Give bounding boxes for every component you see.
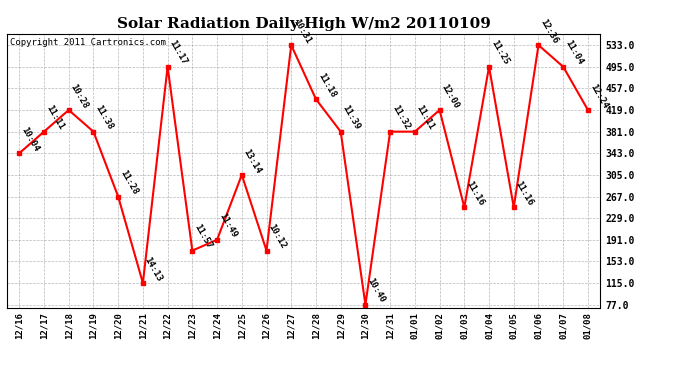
Text: Copyright 2011 Cartronics.com: Copyright 2011 Cartronics.com [10, 38, 166, 47]
Text: 11:49: 11:49 [217, 212, 238, 240]
Text: 11:57: 11:57 [193, 223, 214, 251]
Text: 11:16: 11:16 [464, 180, 486, 207]
Text: 11:18: 11:18 [316, 71, 337, 99]
Text: 11:11: 11:11 [415, 104, 436, 132]
Text: 10:04: 10:04 [19, 126, 41, 153]
Text: 12:24: 12:24 [588, 82, 609, 110]
Text: 10:28: 10:28 [69, 82, 90, 110]
Text: 12:00: 12:00 [440, 82, 461, 110]
Text: 11:32: 11:32 [390, 104, 411, 132]
Text: 12:36: 12:36 [538, 17, 560, 45]
Text: 11:04: 11:04 [563, 39, 584, 67]
Text: 11:16: 11:16 [514, 180, 535, 207]
Text: 11:17: 11:17 [168, 39, 189, 67]
Text: 11:28: 11:28 [118, 169, 139, 196]
Title: Solar Radiation Daily High W/m2 20110109: Solar Radiation Daily High W/m2 20110109 [117, 17, 491, 31]
Text: 10:31: 10:31 [291, 17, 313, 45]
Text: 11:39: 11:39 [341, 104, 362, 132]
Text: 10:40: 10:40 [366, 277, 386, 304]
Text: 11:11: 11:11 [44, 104, 66, 132]
Text: 11:25: 11:25 [489, 39, 511, 67]
Text: 14:13: 14:13 [143, 255, 164, 283]
Text: 11:38: 11:38 [93, 104, 115, 132]
Text: 10:12: 10:12 [266, 223, 288, 251]
Text: 13:14: 13:14 [241, 147, 263, 175]
